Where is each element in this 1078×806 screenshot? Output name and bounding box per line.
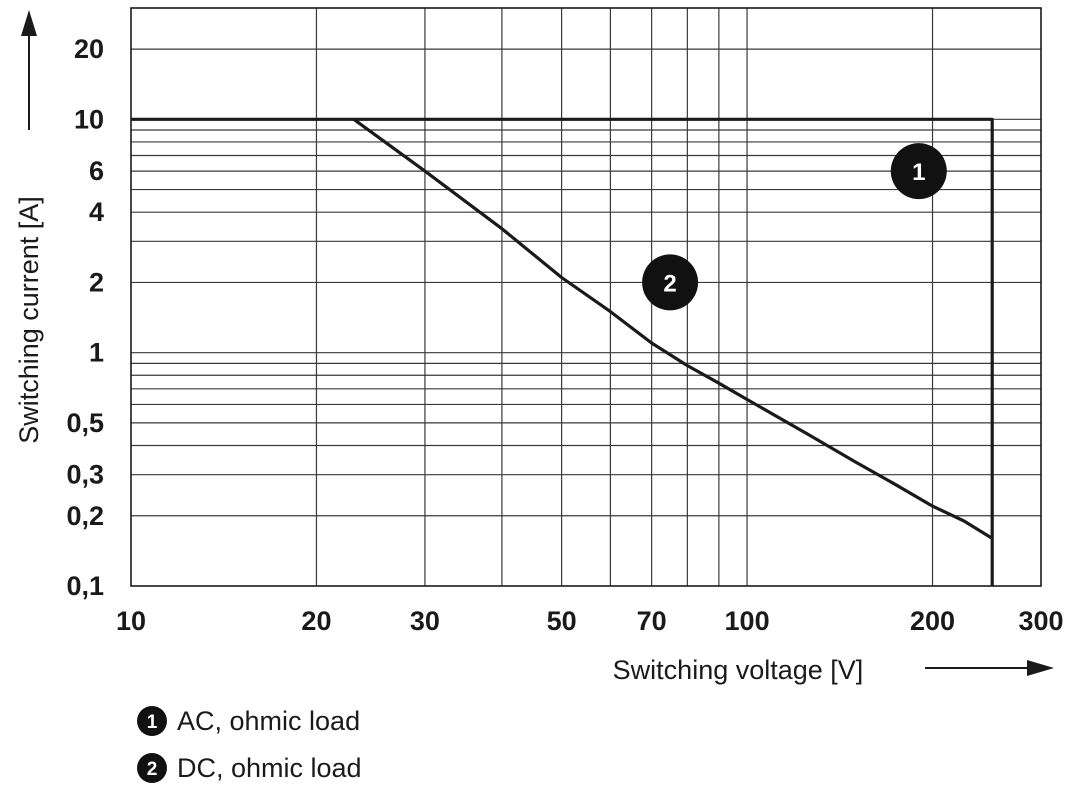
legend: 1 AC, ohmic load 2 DC, ohmic load xyxy=(137,706,362,783)
legend-marker-circle xyxy=(137,753,167,783)
y-tick-labels: 0,1 0,2 0,3 0,5 1 2 4 6 10 20 xyxy=(66,34,104,601)
curve-marker-circle xyxy=(890,143,947,200)
curve-marker-2: 2 xyxy=(642,254,699,311)
x-tick-label: 50 xyxy=(547,606,577,636)
grid-layer xyxy=(131,8,1041,586)
y-axis-title-group: Switching current [A] xyxy=(14,10,44,444)
y-tick-label: 0,3 xyxy=(66,460,104,490)
x-axis-title-group: Switching voltage [V] xyxy=(613,655,1054,685)
x-tick-labels: 10 20 30 50 70 100 200 300 xyxy=(116,606,1064,636)
legend-marker-number: 2 xyxy=(147,759,158,780)
y-tick-label: 10 xyxy=(74,104,104,134)
y-axis-title: Switching current [A] xyxy=(14,196,44,444)
curve-marker-number: 2 xyxy=(663,270,676,297)
series-line-1 xyxy=(131,117,994,586)
x-tick-label: 100 xyxy=(725,606,770,636)
curve-marker-circle xyxy=(642,254,699,311)
x-tick-label: 20 xyxy=(301,606,331,636)
x-tick-label: 10 xyxy=(116,606,146,636)
legend-item-2: 2 DC, ohmic load xyxy=(137,753,362,783)
y-tick-label: 20 xyxy=(74,34,104,64)
curve-marker-1: 1 xyxy=(890,143,947,200)
legend-item-1: 1 AC, ohmic load xyxy=(137,706,360,736)
legend-label: AC, ohmic load xyxy=(177,706,360,736)
y-tick-label: 6 xyxy=(89,156,104,186)
y-tick-label: 0,5 xyxy=(66,408,104,438)
curve-marker-number: 1 xyxy=(912,159,925,186)
y-tick-label: 2 xyxy=(89,267,104,297)
x-tick-label: 200 xyxy=(910,606,955,636)
plot-frame xyxy=(130,7,1042,587)
y-axis-arrow-head xyxy=(21,10,37,36)
x-tick-label: 70 xyxy=(637,606,667,636)
x-tick-label: 30 xyxy=(410,606,440,636)
marker-layer: 12 xyxy=(642,143,947,311)
y-tick-label: 0,2 xyxy=(66,501,104,531)
y-tick-label: 1 xyxy=(89,338,104,368)
x-axis-title: Switching voltage [V] xyxy=(613,655,864,685)
x-axis-arrow-head xyxy=(1027,660,1054,676)
series-line-2 xyxy=(352,118,994,540)
x-tick-label: 300 xyxy=(1018,606,1063,636)
y-tick-label: 4 xyxy=(89,197,104,227)
legend-marker-number: 1 xyxy=(147,712,158,733)
y-tick-label: 0,1 xyxy=(66,571,104,601)
series-layer xyxy=(131,117,994,586)
legend-label: DC, ohmic load xyxy=(177,753,362,783)
legend-marker-circle xyxy=(137,706,167,736)
